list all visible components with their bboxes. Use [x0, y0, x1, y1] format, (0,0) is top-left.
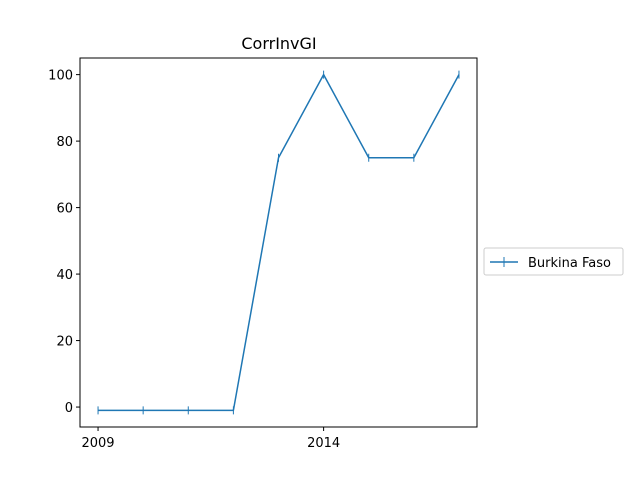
series-layer	[97, 70, 460, 415]
plot-area	[79, 57, 478, 428]
legend-box	[483, 247, 624, 276]
y-tick-label: 60	[56, 202, 73, 217]
legend: Burkina Faso	[483, 247, 624, 276]
x-tick-label: 2009	[81, 436, 114, 451]
y-tick-label: 80	[56, 135, 73, 150]
legend-label-burkina-faso: Burkina Faso	[528, 256, 611, 271]
y-axis: 0 20 40 60 80 100	[48, 69, 80, 416]
y-tick-label: 100	[48, 69, 73, 84]
y-tick-label: 40	[56, 268, 73, 283]
series-line	[98, 73, 460, 412]
y-tick-label: 0	[65, 401, 73, 416]
y-tick-label: 20	[56, 335, 73, 350]
x-axis: 2009 2014	[81, 427, 340, 451]
chart-title: CorrInvGI	[241, 34, 316, 53]
x-tick-label: 2014	[307, 436, 340, 451]
